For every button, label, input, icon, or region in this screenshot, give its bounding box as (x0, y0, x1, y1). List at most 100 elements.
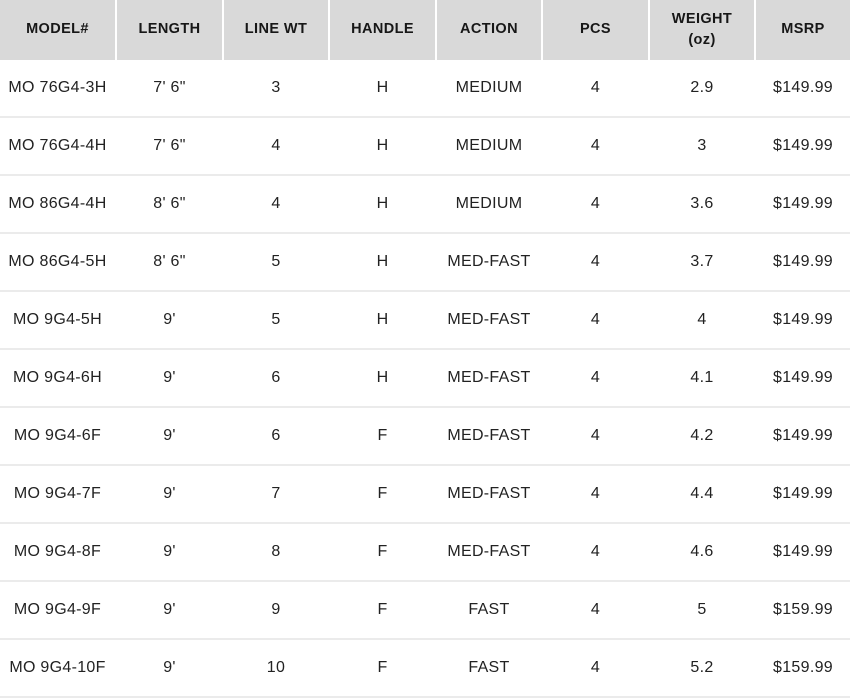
cell-handle: F (328, 639, 436, 698)
cell-weight-oz: 3.7 (648, 233, 755, 292)
cell-line-wt: 6 (222, 349, 329, 408)
cell-weight-oz: 4.4 (648, 465, 755, 524)
cell-msrp: $149.99 (754, 233, 850, 292)
cell-weight-oz: 2.9 (648, 60, 755, 118)
cell-line-wt: 3 (222, 60, 329, 118)
cell-model: MO 76G4-4H (0, 117, 116, 176)
cell-handle: H (328, 349, 436, 408)
table-row: MO 86G4-5H 8' 6" 5 H MED-FAST 4 3.7 $149.99 (0, 233, 850, 292)
cell-line-wt: 4 (222, 117, 329, 176)
cell-action: MED-FAST (435, 407, 542, 466)
cell-model: MO 76G4-3H (0, 60, 116, 118)
cell-handle: H (328, 291, 436, 350)
cell-action: MEDIUM (435, 60, 542, 118)
table-row: MO 9G4-6H 9' 6 H MED-FAST 4 4.1 $149.99 (0, 349, 850, 408)
cell-weight-oz: 4.2 (648, 407, 755, 466)
cell-length: 9' (115, 291, 223, 350)
table-row: MO 76G4-3H 7' 6" 3 H MEDIUM 4 2.9 $149.99 (0, 60, 850, 118)
cell-line-wt: 8 (222, 523, 329, 582)
table-row: MO 76G4-4H 7' 6" 4 H MEDIUM 4 3 $149.99 (0, 117, 850, 176)
cell-msrp: $149.99 (754, 523, 850, 582)
cell-msrp: $149.99 (754, 117, 850, 176)
table-row: MO 9G4-8F 9' 8 F MED-FAST 4 4.6 $149.99 (0, 523, 850, 582)
cell-action: MED-FAST (435, 349, 542, 408)
column-header-model: MODEL# (0, 0, 116, 60)
cell-length: 7' 6" (115, 60, 223, 118)
column-header-pcs: PCS (541, 0, 649, 60)
cell-model: MO 9G4-6H (0, 349, 116, 408)
cell-model: MO 9G4-8F (0, 523, 116, 582)
cell-msrp: $149.99 (754, 291, 850, 350)
cell-handle: F (328, 523, 436, 582)
cell-model: MO 9G4-10F (0, 639, 116, 698)
cell-length: 9' (115, 639, 223, 698)
cell-handle: F (328, 407, 436, 466)
cell-length: 9' (115, 349, 223, 408)
cell-pcs: 4 (541, 581, 649, 640)
column-header-line-wt: LINE WT (222, 0, 329, 60)
cell-msrp: $159.99 (754, 639, 850, 698)
cell-msrp: $149.99 (754, 407, 850, 466)
cell-pcs: 4 (541, 523, 649, 582)
cell-pcs: 4 (541, 117, 649, 176)
cell-handle: H (328, 117, 436, 176)
column-header-weight-oz: WEIGHT (oz) (648, 0, 755, 60)
column-header-msrp: MSRP (754, 0, 850, 60)
cell-weight-oz: 5.2 (648, 639, 755, 698)
cell-line-wt: 6 (222, 407, 329, 466)
cell-model: MO 86G4-4H (0, 175, 116, 234)
cell-length: 8' 6" (115, 175, 223, 234)
table-row: MO 9G4-9F 9' 9 F FAST 4 5 $159.99 (0, 581, 850, 640)
cell-action: FAST (435, 639, 542, 698)
table-row: MO 9G4-7F 9' 7 F MED-FAST 4 4.4 $149.99 (0, 465, 850, 524)
cell-pcs: 4 (541, 407, 649, 466)
cell-pcs: 4 (541, 639, 649, 698)
cell-pcs: 4 (541, 291, 649, 350)
cell-weight-oz: 4.6 (648, 523, 755, 582)
cell-pcs: 4 (541, 465, 649, 524)
cell-msrp: $149.99 (754, 60, 850, 118)
cell-pcs: 4 (541, 233, 649, 292)
cell-action: MED-FAST (435, 233, 542, 292)
cell-line-wt: 10 (222, 639, 329, 698)
cell-model: MO 9G4-9F (0, 581, 116, 640)
table-row: MO 9G4-5H 9' 5 H MED-FAST 4 4 $149.99 (0, 291, 850, 350)
cell-action: MED-FAST (435, 523, 542, 582)
cell-handle: F (328, 465, 436, 524)
cell-model: MO 9G4-6F (0, 407, 116, 466)
column-header-handle: HANDLE (328, 0, 436, 60)
cell-handle: H (328, 233, 436, 292)
cell-length: 8' 6" (115, 233, 223, 292)
cell-msrp: $149.99 (754, 465, 850, 524)
cell-line-wt: 5 (222, 233, 329, 292)
cell-msrp: $149.99 (754, 349, 850, 408)
cell-weight-oz: 3 (648, 117, 755, 176)
cell-action: MED-FAST (435, 291, 542, 350)
cell-weight-oz: 4 (648, 291, 755, 350)
cell-weight-oz: 4.1 (648, 349, 755, 408)
cell-action: MEDIUM (435, 175, 542, 234)
cell-line-wt: 5 (222, 291, 329, 350)
cell-msrp: $159.99 (754, 581, 850, 640)
cell-pcs: 4 (541, 60, 649, 118)
cell-model: MO 9G4-5H (0, 291, 116, 350)
cell-length: 9' (115, 465, 223, 524)
cell-action: MEDIUM (435, 117, 542, 176)
cell-line-wt: 7 (222, 465, 329, 524)
column-header-length: LENGTH (115, 0, 223, 60)
cell-line-wt: 9 (222, 581, 329, 640)
table-header-row: MODEL# LENGTH LINE WT HANDLE ACTION PCS … (0, 0, 850, 60)
cell-weight-oz: 3.6 (648, 175, 755, 234)
cell-length: 9' (115, 523, 223, 582)
cell-weight-oz: 5 (648, 581, 755, 640)
cell-handle: H (328, 60, 436, 118)
cell-length: 7' 6" (115, 117, 223, 176)
cell-line-wt: 4 (222, 175, 329, 234)
table-row: MO 9G4-6F 9' 6 F MED-FAST 4 4.2 $149.99 (0, 407, 850, 466)
table-body: MO 76G4-3H 7' 6" 3 H MEDIUM 4 2.9 $149.99 MO 76G… (0, 60, 850, 698)
cell-length: 9' (115, 407, 223, 466)
cell-action: MED-FAST (435, 465, 542, 524)
cell-pcs: 4 (541, 349, 649, 408)
